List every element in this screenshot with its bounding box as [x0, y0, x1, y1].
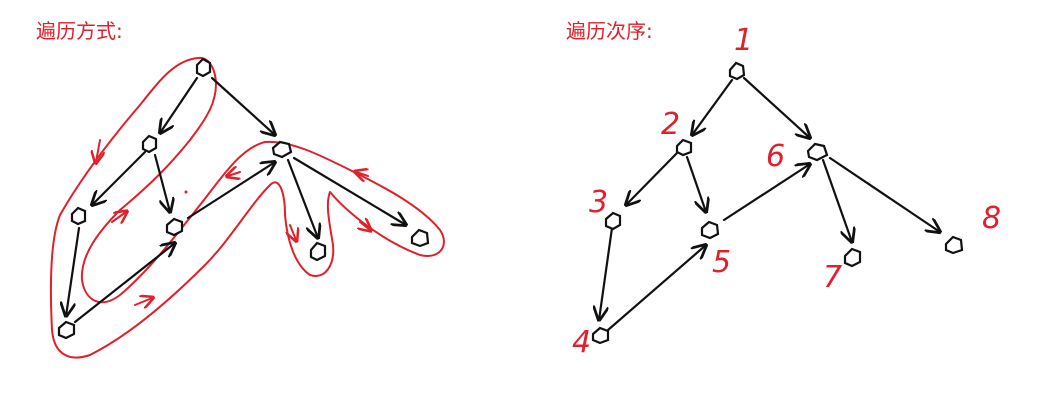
edge-r-1-2 — [692, 78, 734, 135]
node-6 — [271, 140, 293, 159]
edge-1-2 — [160, 76, 199, 133]
edge-r-5-6 — [722, 164, 810, 222]
node-r-4 — [591, 326, 610, 345]
red-arrow-mid-down — [290, 224, 296, 240]
edge-5-6 — [186, 162, 275, 220]
edge-r-6-7 — [821, 158, 852, 242]
order-label-1: 1 — [734, 23, 753, 58]
order-label-6: 6 — [766, 139, 785, 174]
node-r-1 — [728, 61, 746, 81]
left-panel: 遍历方式: — [36, 19, 445, 359]
node-r-2 — [675, 138, 693, 157]
edge-4-5 — [73, 243, 175, 324]
right-panel-title: 遍历次序: — [566, 19, 653, 43]
edge-3-4 — [66, 226, 81, 316]
node-8 — [410, 228, 430, 248]
node-5 — [165, 217, 184, 237]
edge-6-8 — [292, 156, 406, 225]
red-dot — [184, 190, 188, 194]
red-arrow-down-left — [96, 139, 100, 162]
edge-2-5 — [153, 153, 170, 212]
edge-r-3-4 — [599, 226, 614, 320]
node-7 — [309, 241, 327, 262]
traversal-outline — [49, 56, 445, 359]
edge-1-6 — [210, 76, 275, 135]
node-r-8 — [944, 235, 964, 255]
order-label-8: 8 — [982, 201, 1001, 236]
edge-2-3 — [92, 150, 147, 205]
edge-6-7 — [286, 158, 318, 238]
node-4 — [57, 320, 76, 340]
red-arrow-upper — [228, 172, 241, 176]
node-r-5 — [700, 220, 720, 240]
order-label-3: 3 — [589, 185, 608, 220]
edge-r-4-5 — [606, 245, 706, 332]
order-label-4: 4 — [572, 325, 591, 360]
red-arrow-inner-right — [360, 222, 370, 230]
node-r-6 — [806, 142, 829, 162]
order-label-7: 7 — [823, 260, 842, 295]
edge-r-2-5 — [685, 155, 706, 212]
order-label-2: 2 — [661, 107, 680, 142]
right-panel: 遍历次序: 1 2 3 4 5 6 7 8 — [566, 19, 1001, 360]
red-arrow-bottom — [134, 298, 152, 305]
edge-r-2-3 — [626, 151, 679, 205]
node-r-7 — [843, 247, 862, 268]
red-arrow-up-inner — [111, 212, 126, 222]
edge-r-1-6 — [742, 76, 810, 138]
left-panel-title: 遍历方式: — [36, 19, 123, 43]
red-arrow-right-lobe — [356, 172, 369, 176]
node-1 — [195, 57, 212, 78]
edge-r-6-8 — [828, 156, 940, 232]
node-2 — [141, 134, 158, 154]
node-3 — [70, 206, 87, 226]
node-r-3 — [604, 211, 622, 231]
order-label-5: 5 — [712, 245, 731, 280]
